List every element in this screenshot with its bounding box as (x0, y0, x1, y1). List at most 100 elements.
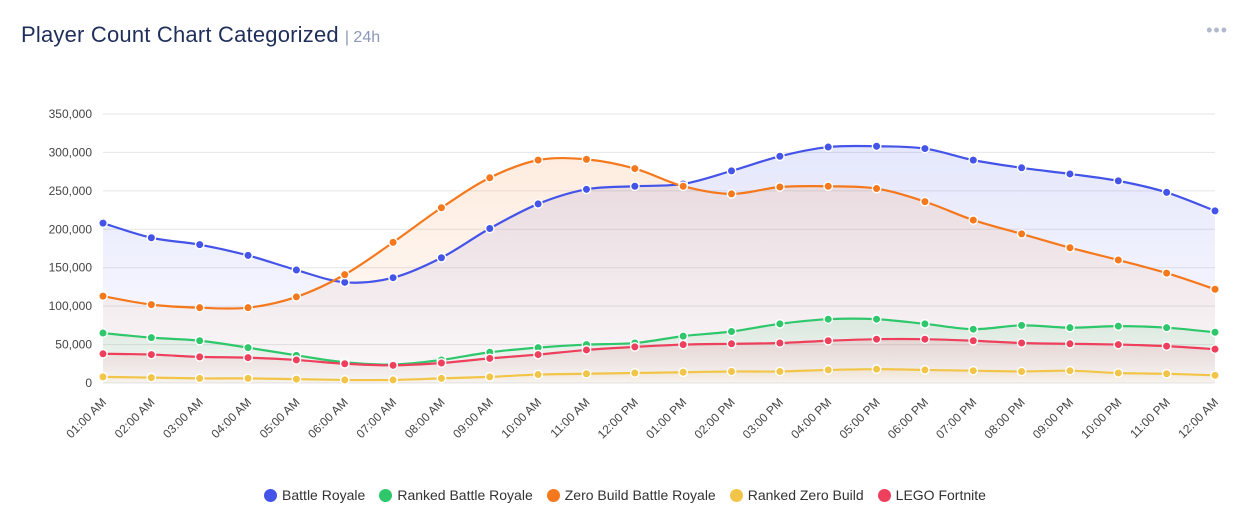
lego-fortnite-point[interactable] (920, 334, 930, 345)
lego-fortnite-point[interactable] (436, 358, 447, 368)
battle-royale-point[interactable] (146, 232, 157, 243)
zero-build-battle-royale-point[interactable] (823, 181, 834, 192)
ranked-battle-royale-point[interactable] (194, 335, 205, 346)
battle-royale-point[interactable] (1016, 162, 1027, 173)
ranked-zero-build-point[interactable] (629, 368, 640, 378)
battle-royale-point[interactable] (1113, 175, 1124, 186)
ranked-zero-build-point[interactable] (581, 368, 592, 379)
zero-build-battle-royale-point[interactable] (194, 302, 205, 313)
zero-build-battle-royale-point[interactable] (968, 215, 979, 225)
more-options-icon[interactable]: ••• (1206, 20, 1228, 40)
zero-build-battle-royale-point[interactable] (629, 163, 640, 174)
lego-fortnite-point[interactable] (1161, 341, 1172, 352)
zero-build-battle-royale-point[interactable] (1016, 228, 1027, 239)
ranked-zero-build-point[interactable] (1210, 370, 1220, 381)
battle-royale-point[interactable] (920, 143, 930, 154)
lego-fortnite-point[interactable] (291, 355, 302, 365)
lego-fortnite-point[interactable] (194, 351, 205, 362)
zero-build-battle-royale-point[interactable] (243, 302, 253, 313)
lego-fortnite-point[interactable] (484, 353, 495, 364)
lego-fortnite-point[interactable] (98, 348, 108, 359)
zero-build-battle-royale-point[interactable] (388, 237, 398, 248)
ranked-zero-build-point[interactable] (388, 375, 398, 385)
legend-item-battle-royale[interactable]: Battle Royale (264, 487, 365, 503)
lego-fortnite-point[interactable] (243, 352, 253, 363)
ranked-zero-build-point[interactable] (823, 365, 834, 375)
zero-build-battle-royale-point[interactable] (436, 202, 447, 213)
ranked-zero-build-point[interactable] (243, 373, 253, 384)
zero-build-battle-royale-point[interactable] (339, 269, 350, 280)
zero-build-battle-royale-point[interactable] (1161, 268, 1172, 278)
ranked-zero-build-point[interactable] (146, 372, 157, 383)
ranked-zero-build-point[interactable] (436, 373, 447, 384)
lego-fortnite-point[interactable] (388, 360, 398, 371)
battle-royale-point[interactable] (1210, 205, 1220, 216)
zero-build-battle-royale-point[interactable] (1113, 255, 1124, 265)
ranked-battle-royale-point[interactable] (98, 328, 108, 338)
zero-build-battle-royale-point[interactable] (581, 154, 592, 165)
battle-royale-point[interactable] (243, 250, 253, 261)
ranked-zero-build-point[interactable] (533, 369, 544, 380)
ranked-zero-build-point[interactable] (1065, 365, 1075, 376)
ranked-zero-build-point[interactable] (98, 371, 108, 382)
ranked-zero-build-point[interactable] (1161, 368, 1172, 379)
ranked-zero-build-point[interactable] (194, 373, 205, 384)
ranked-zero-build-point[interactable] (726, 366, 737, 377)
ranked-battle-royale-point[interactable] (1161, 322, 1172, 333)
lego-fortnite-point[interactable] (823, 335, 834, 346)
battle-royale-point[interactable] (581, 184, 592, 195)
ranked-battle-royale-point[interactable] (1113, 321, 1124, 332)
zero-build-battle-royale-point[interactable] (678, 181, 689, 192)
battle-royale-point[interactable] (436, 252, 447, 263)
ranked-zero-build-point[interactable] (339, 375, 350, 385)
lego-fortnite-point[interactable] (726, 338, 737, 349)
ranked-zero-build-point[interactable] (774, 366, 785, 377)
lego-fortnite-point[interactable] (1210, 344, 1220, 355)
ranked-zero-build-point[interactable] (871, 364, 882, 375)
ranked-battle-royale-point[interactable] (678, 331, 689, 342)
ranked-zero-build-point[interactable] (1016, 366, 1027, 377)
lego-fortnite-point[interactable] (533, 349, 544, 360)
battle-royale-point[interactable] (1065, 169, 1075, 179)
battle-royale-point[interactable] (98, 218, 108, 229)
battle-royale-point[interactable] (629, 181, 640, 192)
ranked-zero-build-point[interactable] (968, 365, 979, 376)
ranked-battle-royale-point[interactable] (146, 332, 157, 343)
ranked-battle-royale-point[interactable] (871, 314, 882, 325)
battle-royale-point[interactable] (533, 199, 544, 209)
legend-item-ranked-zero-build[interactable]: Ranked Zero Build (729, 487, 864, 503)
battle-royale-point[interactable] (774, 151, 785, 162)
ranked-battle-royale-point[interactable] (726, 326, 737, 337)
ranked-zero-build-point[interactable] (484, 371, 495, 382)
ranked-zero-build-point[interactable] (291, 374, 302, 385)
zero-build-battle-royale-point[interactable] (920, 196, 930, 207)
ranked-zero-build-point[interactable] (920, 365, 930, 375)
lego-fortnite-point[interactable] (871, 334, 882, 345)
zero-build-battle-royale-point[interactable] (1210, 284, 1220, 295)
lego-fortnite-point[interactable] (1065, 338, 1075, 349)
battle-royale-point[interactable] (388, 272, 398, 283)
battle-royale-point[interactable] (194, 239, 205, 250)
ranked-battle-royale-point[interactable] (243, 342, 253, 353)
legend-item-lego-fortnite[interactable]: LEGO Fortnite (877, 487, 986, 503)
legend-item-zero-build-battle-royale[interactable]: Zero Build Battle Royale (546, 487, 716, 503)
ranked-battle-royale-point[interactable] (968, 324, 979, 335)
ranked-battle-royale-point[interactable] (1065, 322, 1075, 333)
zero-build-battle-royale-point[interactable] (726, 189, 737, 199)
zero-build-battle-royale-point[interactable] (146, 299, 157, 310)
lego-fortnite-point[interactable] (1016, 338, 1027, 348)
lego-fortnite-point[interactable] (774, 338, 785, 348)
lego-fortnite-point[interactable] (678, 339, 689, 350)
lego-fortnite-point[interactable] (1113, 339, 1124, 350)
battle-royale-point[interactable] (726, 165, 737, 176)
ranked-battle-royale-point[interactable] (1016, 320, 1027, 331)
lego-fortnite-point[interactable] (629, 341, 640, 352)
ranked-battle-royale-point[interactable] (774, 318, 785, 329)
lego-fortnite-point[interactable] (339, 358, 350, 369)
ranked-battle-royale-point[interactable] (823, 314, 834, 325)
battle-royale-point[interactable] (484, 223, 495, 234)
zero-build-battle-royale-point[interactable] (533, 155, 544, 166)
zero-build-battle-royale-point[interactable] (484, 172, 495, 183)
zero-build-battle-royale-point[interactable] (98, 291, 108, 302)
ranked-zero-build-point[interactable] (1113, 368, 1124, 378)
